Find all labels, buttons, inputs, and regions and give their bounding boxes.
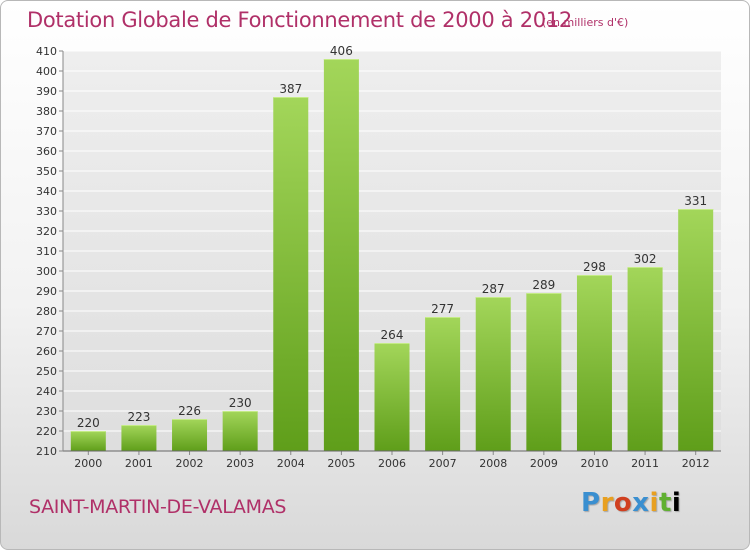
bar-value-label: 264 xyxy=(381,328,404,342)
bar xyxy=(70,431,106,451)
bar xyxy=(526,293,562,451)
y-tick-label: 290 xyxy=(36,285,57,298)
bar xyxy=(576,275,612,451)
x-tick-label: 2009 xyxy=(530,457,558,470)
x-tick-label: 2005 xyxy=(327,457,355,470)
bar-value-label: 226 xyxy=(178,404,201,418)
y-tick-label: 370 xyxy=(36,125,57,138)
y-tick-label: 310 xyxy=(36,245,57,258)
bar xyxy=(374,343,410,451)
bar-value-label: 406 xyxy=(330,44,353,58)
bar xyxy=(627,267,663,451)
bar xyxy=(475,297,511,451)
y-tick-label: 340 xyxy=(36,185,57,198)
chart-subtitle: (en milliers d'€) xyxy=(542,16,629,29)
x-tick-label: 2006 xyxy=(378,457,406,470)
bar xyxy=(172,419,208,451)
bar xyxy=(273,97,309,451)
y-tick-label: 300 xyxy=(36,265,57,278)
bar xyxy=(222,411,258,451)
bar xyxy=(425,317,461,451)
y-tick-label: 390 xyxy=(36,85,57,98)
y-tick-label: 330 xyxy=(36,205,57,218)
x-axis-ticks: 2000 2001 2002 2003 2004 2005 2006 2007 2008 2009… xyxy=(74,451,710,470)
y-tick-label: 210 xyxy=(36,445,57,458)
bar-value-label: 302 xyxy=(634,252,657,266)
y-tick-label: 230 xyxy=(36,405,57,418)
x-tick-label: 2012 xyxy=(682,457,710,470)
x-tick-label: 2000 xyxy=(74,457,102,470)
y-tick-label: 240 xyxy=(36,385,57,398)
bar-value-label: 223 xyxy=(127,410,150,424)
chart-title: Dotation Globale de Fonctionnement de 20… xyxy=(27,8,572,32)
y-axis-ticks: 210 220 230 240 250 260 270 280 290 300 310 320 330 3… xyxy=(36,45,63,458)
bar-value-label: 331 xyxy=(684,194,707,208)
y-tick-label: 280 xyxy=(36,305,57,318)
y-tick-label: 270 xyxy=(36,325,57,338)
bar-value-label: 298 xyxy=(583,260,606,274)
y-tick-label: 350 xyxy=(36,165,57,178)
y-tick-label: 260 xyxy=(36,345,57,358)
x-tick-label: 2002 xyxy=(176,457,204,470)
bar-value-label: 220 xyxy=(77,416,100,430)
commune-name: SAINT-MARTIN-DE-VALAMAS xyxy=(29,496,287,518)
x-tick-label: 2011 xyxy=(631,457,659,470)
bar xyxy=(323,59,359,451)
bar-value-label: 289 xyxy=(532,278,555,292)
bar xyxy=(678,209,714,451)
y-tick-label: 400 xyxy=(36,65,57,78)
proxiti-logo: Proxiti xyxy=(581,488,682,518)
y-tick-label: 360 xyxy=(36,145,57,158)
bars: 220 223 226 230 387 406 264 277 287 289 298 302 331 xyxy=(70,44,714,451)
x-tick-label: 2001 xyxy=(125,457,153,470)
y-tick-label: 220 xyxy=(36,425,57,438)
x-tick-label: 2003 xyxy=(226,457,254,470)
x-tick-label: 2004 xyxy=(277,457,305,470)
x-tick-label: 2008 xyxy=(479,457,507,470)
x-tick-label: 2010 xyxy=(580,457,608,470)
y-tick-label: 320 xyxy=(36,225,57,238)
x-tick-label: 2007 xyxy=(429,457,457,470)
y-tick-label: 410 xyxy=(36,45,57,58)
y-tick-label: 250 xyxy=(36,365,57,378)
bar-value-label: 387 xyxy=(279,82,302,96)
bar-value-label: 277 xyxy=(431,302,454,316)
y-tick-label: 380 xyxy=(36,105,57,118)
bar-value-label: 287 xyxy=(482,282,505,296)
bar xyxy=(121,425,157,451)
bar-value-label: 230 xyxy=(229,396,252,410)
